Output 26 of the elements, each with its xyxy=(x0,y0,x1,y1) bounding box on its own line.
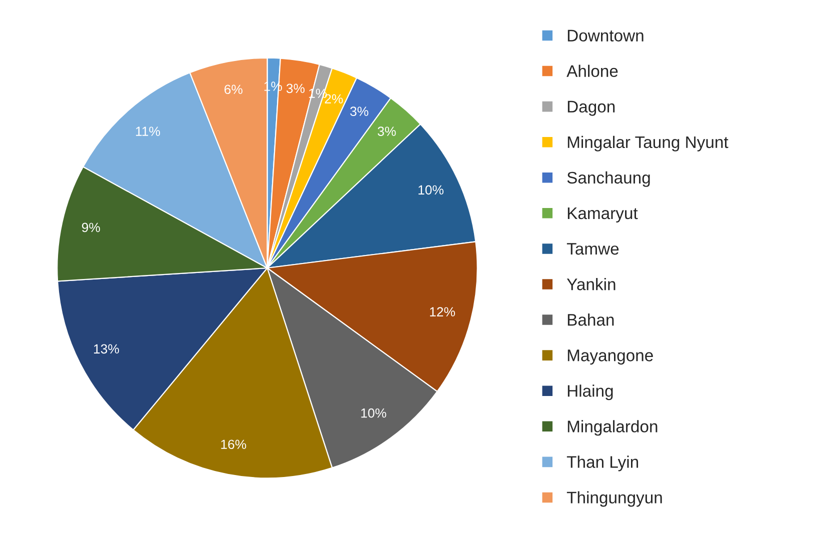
legend-label: Mingalardon xyxy=(568,420,658,436)
legend-label: Ahlone xyxy=(566,64,618,78)
data-label: 9% xyxy=(82,222,100,232)
legend-label: Kamaryut xyxy=(568,208,638,222)
legend-label: Than Lyin xyxy=(566,456,638,472)
data-label: 3% xyxy=(350,106,368,116)
data-label: 10% xyxy=(418,185,444,195)
data-label: 11% xyxy=(136,126,160,136)
data-label: 3% xyxy=(286,84,305,94)
data-label: 2% xyxy=(324,94,343,104)
legend-label: Thingungyun xyxy=(566,491,662,507)
legend-label: Hlaing xyxy=(568,384,613,400)
legend-label: Mingalar Taung Nyunt xyxy=(568,136,728,152)
legend-label: Sanchaung xyxy=(567,171,650,187)
legend-label: Yankin xyxy=(566,278,616,290)
data-label: 16% xyxy=(221,440,246,450)
legend-label: Tamwe xyxy=(566,243,619,255)
legend-label: Mayangone xyxy=(568,350,653,365)
data-label: 6% xyxy=(224,84,242,94)
legend-label: Downtown xyxy=(568,30,644,42)
data-label: 3% xyxy=(378,126,396,136)
legend-label: Bahan xyxy=(568,314,614,326)
data-label: 13% xyxy=(94,344,119,354)
legend-label: Dagon xyxy=(568,100,615,116)
data-label: 10% xyxy=(361,408,386,418)
data-label: 12% xyxy=(430,307,455,316)
